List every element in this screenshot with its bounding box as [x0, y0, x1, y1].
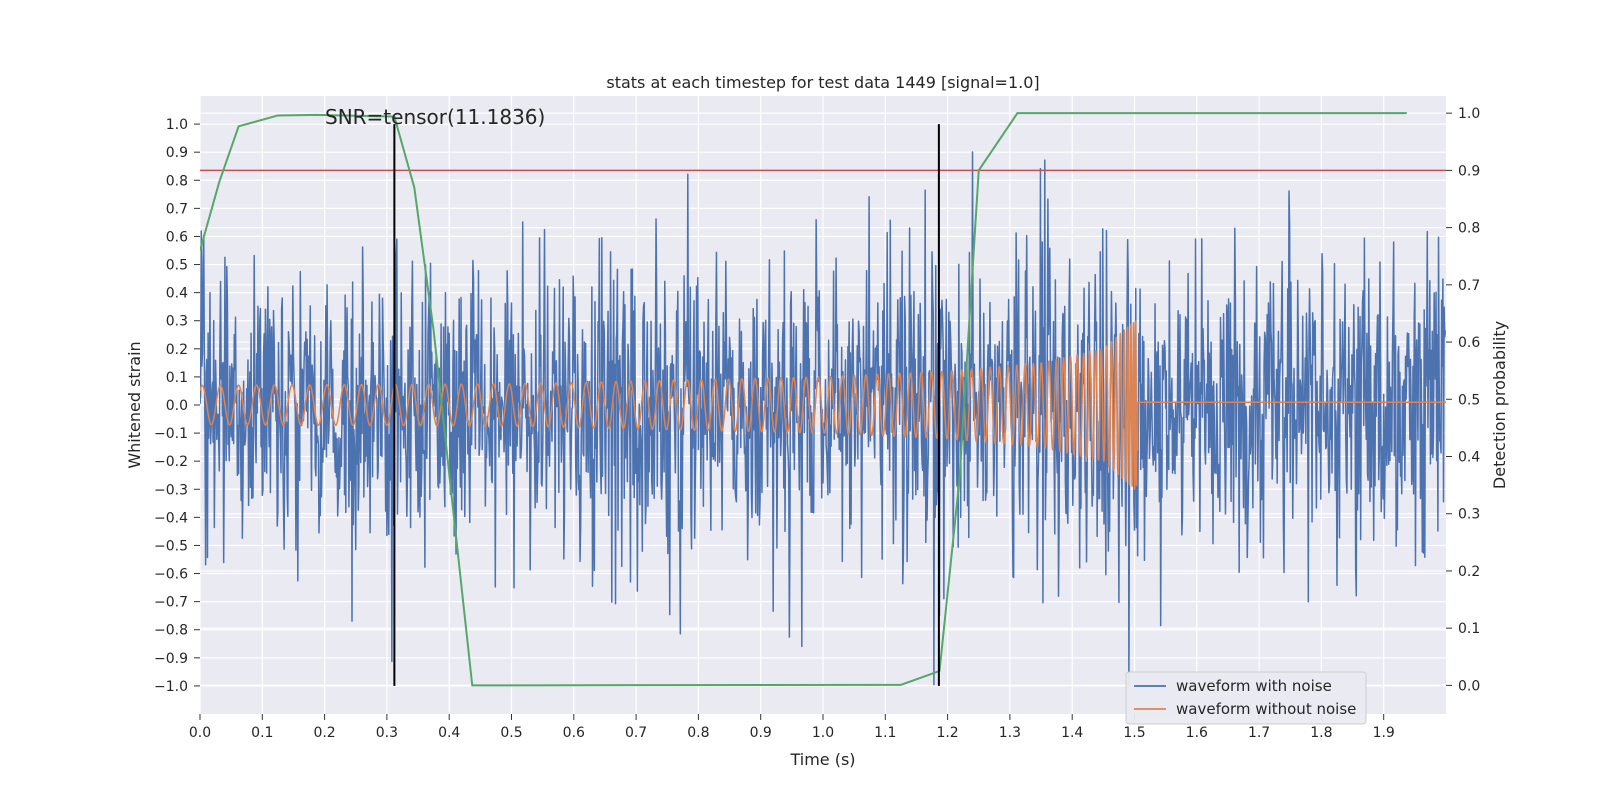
- y2-tick-label: 0.2: [1458, 564, 1480, 580]
- x-tick-label: 1.7: [1248, 725, 1270, 741]
- y2-tick-label: 0.1: [1458, 621, 1480, 637]
- x-axis: 0.0 0.1 0.2 0.3 0.4 0.5 0.6 0.7 0.8 0.9 1.0 1.1 1.2 1…: [189, 714, 1395, 741]
- x-tick-label: 1.8: [1310, 725, 1332, 741]
- legend-label-noise: waveform with noise: [1176, 677, 1332, 695]
- y2-tick-label: 0.0: [1458, 678, 1480, 694]
- y2-tick-label: 0.6: [1458, 335, 1480, 351]
- y2-tick-label: 0.8: [1458, 221, 1480, 237]
- y-tick-label: 0.2: [166, 342, 188, 358]
- y2-tick-label: 0.9: [1458, 163, 1480, 179]
- x-tick-label: 1.1: [874, 725, 896, 741]
- series-line-clean-waveform: [200, 320, 1446, 490]
- x-tick-label: 0.9: [750, 725, 772, 741]
- y-tick-label: 0.0: [166, 398, 188, 414]
- x-tick-label: 0.4: [438, 725, 460, 741]
- series-group: [200, 112, 1446, 687]
- y2-tick-label: 0.4: [1458, 450, 1480, 466]
- y-tick-label: 0.5: [166, 258, 188, 274]
- chart-title: stats at each timestep for test data 144…: [606, 73, 1039, 92]
- x-axis-label: Time (s): [789, 750, 855, 769]
- y-tick-label: −1.0: [154, 679, 188, 695]
- x-tick-label: 1.5: [1123, 725, 1145, 741]
- x-tick-label: 1.3: [999, 725, 1021, 741]
- y-tick-label: 1.0: [166, 117, 188, 133]
- legend: waveform with noise waveform without noi…: [1125, 671, 1367, 725]
- x-tick-label: 1.6: [1186, 725, 1208, 741]
- x-tick-label: 0.0: [189, 725, 211, 741]
- x-tick-label: 0.3: [376, 725, 398, 741]
- x-tick-label: 1.2: [936, 725, 958, 741]
- series-line-detection-probability: [200, 112, 1407, 687]
- x-tick-label: 0.2: [313, 725, 335, 741]
- series-line-noisy-waveform: [200, 151, 1446, 687]
- y-tick-label: −0.5: [154, 538, 188, 554]
- y2-tick-label: 0.5: [1458, 392, 1480, 408]
- y-tick-label: −0.6: [154, 567, 188, 583]
- y-axis-left: 1.0 0.9 0.8 0.7 0.6 0.5 0.4 0.3 0.2 0.1 0.0 −0.1 −0.…: [154, 117, 200, 695]
- y2-tick-label: 0.7: [1458, 278, 1480, 294]
- y-tick-label: 0.7: [166, 201, 188, 217]
- x-tick-label: 0.6: [563, 725, 585, 741]
- legend-box: [1125, 671, 1367, 725]
- y2-axis-label: Detection probability: [1490, 321, 1509, 489]
- y2-tick-label: 1.0: [1458, 106, 1480, 122]
- y-tick-label: −0.9: [154, 651, 188, 667]
- series-layer: [200, 112, 1446, 687]
- y-tick-label: −0.2: [154, 454, 188, 470]
- y2-tick-label: 0.3: [1458, 507, 1480, 523]
- x-tick-label: 1.0: [812, 725, 834, 741]
- y-tick-label: 0.3: [166, 314, 188, 330]
- y-axis-label: Whitened strain: [125, 341, 144, 468]
- y-tick-label: 0.6: [166, 229, 188, 245]
- y-tick-label: −0.3: [154, 482, 188, 498]
- x-tick-label: 1.9: [1373, 725, 1395, 741]
- x-tick-label: 0.8: [687, 725, 709, 741]
- legend-label-clean: waveform without noise: [1176, 700, 1356, 718]
- y-axis-right: 1.0 0.9 0.8 0.7 0.6 0.5 0.4 0.3 0.2 0.1 0.0: [1446, 106, 1480, 694]
- x-tick-label: 0.7: [625, 725, 647, 741]
- y-tick-label: −0.1: [154, 426, 188, 442]
- y-tick-label: −0.8: [154, 623, 188, 639]
- y-tick-label: 0.1: [166, 370, 188, 386]
- x-tick-label: 1.4: [1061, 725, 1083, 741]
- y-tick-label: 0.9: [166, 145, 188, 161]
- y-tick-label: 0.8: [166, 173, 188, 189]
- snr-annotation: SNR=tensor(11.1836): [325, 105, 545, 129]
- x-tick-label: 0.1: [251, 725, 273, 741]
- y-tick-label: 0.4: [166, 286, 188, 302]
- x-tick-label: 0.5: [500, 725, 522, 741]
- y-tick-label: −0.4: [154, 510, 188, 526]
- y-tick-label: −0.7: [154, 595, 188, 611]
